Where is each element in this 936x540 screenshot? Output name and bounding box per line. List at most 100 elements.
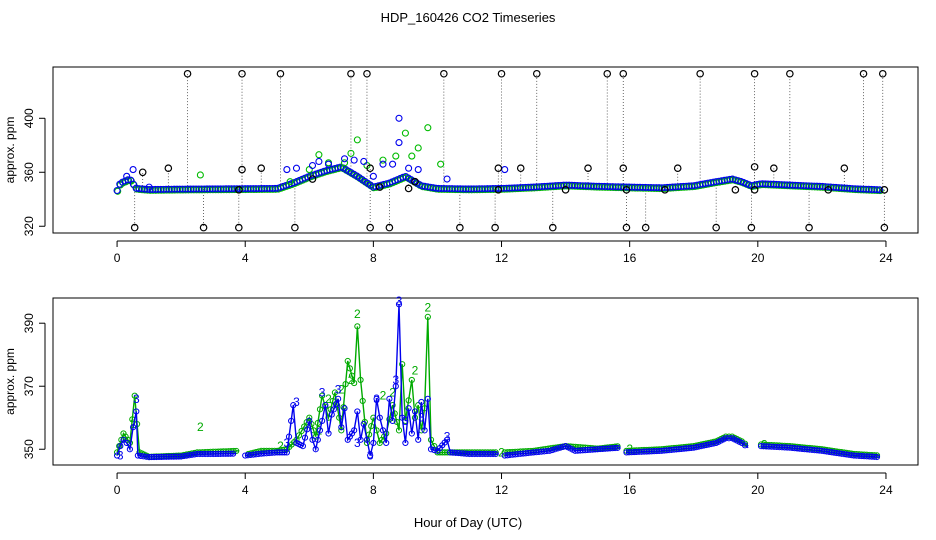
series-3-point-label: 3 xyxy=(392,373,399,387)
series-2-marker xyxy=(395,427,403,434)
series-2-marker xyxy=(340,404,347,411)
flag-point-low xyxy=(366,223,374,232)
series-2-point-label: 2 xyxy=(389,386,396,400)
data-point-green xyxy=(414,144,422,152)
series-3-marker xyxy=(230,450,237,457)
series-2-marker xyxy=(424,313,431,321)
series-2-marker xyxy=(393,418,400,426)
data-point-green xyxy=(401,129,409,137)
flag-point xyxy=(750,163,759,171)
series-3-marker xyxy=(123,439,130,447)
top-x-tick-label: 16 xyxy=(623,251,637,265)
series-3-marker xyxy=(304,426,311,433)
flag-point-low xyxy=(805,223,813,232)
flag-point-high xyxy=(750,69,759,78)
series-2-marker xyxy=(357,376,364,384)
series-3-marker xyxy=(408,430,415,437)
series-3-marker xyxy=(363,436,371,443)
series-3-marker xyxy=(129,424,137,431)
top-x-tick-label: 24 xyxy=(879,251,893,265)
flag-point xyxy=(619,164,628,173)
series-3-marker xyxy=(395,301,403,308)
series-2-point-label: 2 xyxy=(316,423,323,437)
flag-point xyxy=(494,164,503,173)
series-3-marker xyxy=(290,402,297,409)
series-2-point-label: 2 xyxy=(424,300,431,314)
series-3-marker xyxy=(614,444,621,451)
bottom-x-tick-label: 4 xyxy=(242,483,249,497)
series-3-marker xyxy=(306,417,313,424)
flag-point xyxy=(824,186,833,194)
series-2-marker xyxy=(306,414,313,421)
bottom-x-tick-label: 8 xyxy=(370,483,377,497)
data-point-blue xyxy=(340,155,349,163)
flag-point xyxy=(375,183,384,191)
series-3-marker xyxy=(376,414,383,421)
series-3-marker xyxy=(299,442,306,450)
flag-point-high xyxy=(532,69,541,78)
series-3-marker xyxy=(415,436,422,443)
top-x-tick-label: 12 xyxy=(495,251,509,265)
top-y-axis-label: approx. ppm xyxy=(3,117,17,184)
top-panel: 0 4 8 12 16 20 24 320 360 400 approx. ppm xyxy=(3,66,919,265)
data-point-green xyxy=(340,159,349,167)
series-2-marker xyxy=(368,423,375,430)
series-3-marker xyxy=(492,450,499,458)
flag-point xyxy=(661,186,669,194)
series-3-marker xyxy=(741,442,749,449)
flag-point xyxy=(308,175,317,183)
series-3-marker xyxy=(113,452,121,459)
data-point-blue xyxy=(113,186,121,195)
series-2-marker xyxy=(331,389,339,396)
flag-point-high xyxy=(786,69,794,78)
series-3-marker xyxy=(554,445,561,452)
series-3-marker xyxy=(354,408,361,415)
series-3-marker xyxy=(288,417,295,424)
series-3-marker xyxy=(312,446,319,453)
series-3-marker xyxy=(319,417,326,424)
series-3-marker xyxy=(325,430,332,437)
flag-point xyxy=(164,164,173,173)
series-3-marker xyxy=(418,398,425,406)
series-3-marker xyxy=(399,414,406,421)
data-point-blue xyxy=(501,166,509,174)
series-2-point-label: 2 xyxy=(325,392,332,406)
bottom-y-tick-label: 390 xyxy=(22,313,36,333)
flag-point-low xyxy=(712,223,720,232)
flag-point-high xyxy=(238,69,246,78)
series-3-marker xyxy=(386,395,393,402)
data-point-blue xyxy=(395,139,403,147)
flag-point-high xyxy=(497,69,506,78)
series-3-marker xyxy=(421,427,428,434)
top-y-tick-label: 320 xyxy=(22,216,36,236)
series-2-line xyxy=(248,316,499,455)
series-3-marker xyxy=(332,400,340,408)
series-3-marker xyxy=(551,446,559,453)
series-3-marker xyxy=(285,433,293,440)
data-point-blue xyxy=(292,164,301,172)
bottom-y-axis-label: approx. ppm xyxy=(3,348,17,415)
flag-point-low xyxy=(291,223,299,232)
flag-point xyxy=(235,186,243,194)
top-y-tick-label: 400 xyxy=(22,108,36,128)
series-3-marker xyxy=(301,434,309,441)
flag-point-high xyxy=(619,69,628,78)
series-2-marker xyxy=(399,361,406,368)
flag-point-high xyxy=(859,69,868,78)
series-3-point-label: 3 xyxy=(335,382,342,396)
series-2-marker xyxy=(351,379,358,387)
data-point-green xyxy=(305,166,313,174)
series-3-marker xyxy=(392,383,399,390)
x-axis-label: Hour of Day (UTC) xyxy=(414,515,522,530)
series-3-marker xyxy=(367,452,374,459)
series-3-marker xyxy=(405,405,412,412)
flag-point-low xyxy=(456,223,464,232)
bottom-x-tick-label: 20 xyxy=(751,483,765,497)
series-3-marker xyxy=(546,447,553,454)
series-3-point-label: 3 xyxy=(367,449,374,463)
flag-point-high xyxy=(696,69,704,78)
series-2-point-label: 2 xyxy=(348,373,355,387)
data-point-blue xyxy=(315,157,323,166)
flag-point-high xyxy=(183,69,192,78)
